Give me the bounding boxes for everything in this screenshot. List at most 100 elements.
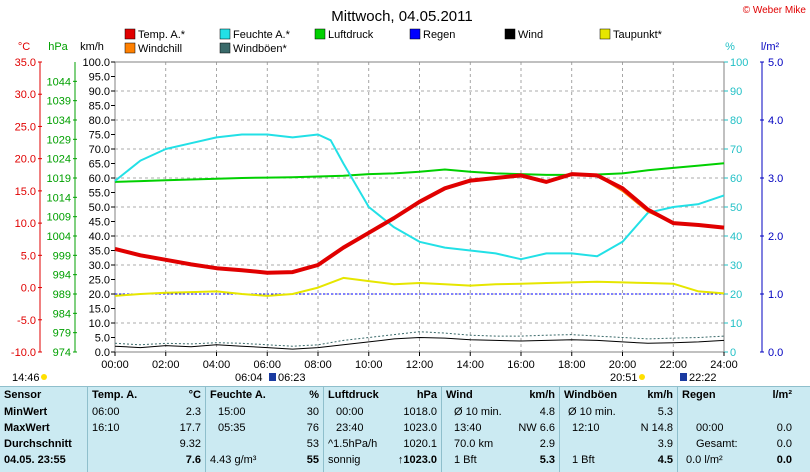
humidity_pct-tick-label: 70 xyxy=(730,144,742,156)
wind-max-value: NW 6.6 xyxy=(518,422,555,434)
rain_lm2-tick-label: 1.0 xyxy=(768,289,783,301)
rain-current-value: 0.0 xyxy=(776,454,792,466)
series-line-wind xyxy=(114,337,725,350)
pressure_hpa-tick-label: 979 xyxy=(53,328,71,340)
temp-avg-value: 9.32 xyxy=(179,438,201,450)
legend-label-7: Windböen* xyxy=(233,43,288,55)
stats-col-rain: Regen l/m² 00:00 0.0 Gesamt: 0.0 0.0 l/m² 0.… xyxy=(678,387,796,472)
stats-col-wind: Wind km/h Ø 10 min. 4.8 13:40 NW 6.6 70.0 k… xyxy=(442,387,560,472)
series-group xyxy=(114,133,725,350)
pressure_hpa-tick-label: 1029 xyxy=(47,134,71,146)
gusts-max-time: 12:10 xyxy=(572,422,600,434)
temp_c-tick-label: 25.0 xyxy=(15,121,36,133)
pressure-weather: sonnig xyxy=(328,454,361,466)
gusts-mean-value: 3.9 xyxy=(657,438,673,450)
rain-sum: 0.0 l/m² xyxy=(686,454,723,466)
temp-min-value: 2.3 xyxy=(185,406,201,418)
temp_c-tick-label: 30.0 xyxy=(15,89,36,101)
humidity-avg-value: 53 xyxy=(306,438,319,450)
sunrise-a-label: 06:04 xyxy=(235,372,263,384)
row-label-date: 04.05. 23:55 xyxy=(4,454,66,466)
rain_lm2-tick-label: 2.0 xyxy=(768,231,783,243)
wind_kmh-tick-label: 30.0 xyxy=(89,260,110,272)
legend-label-4: Wind xyxy=(518,29,543,41)
wind_kmh-tick-label: 95.0 xyxy=(89,72,110,84)
legend-label-0: Temp. A.* xyxy=(138,29,186,41)
x-tick-label: 18:00 xyxy=(558,359,586,371)
row-label-max: MaxWert xyxy=(4,422,50,434)
humidity-header: Feuchte A. xyxy=(210,389,266,401)
rain-total-value: 0.0 xyxy=(776,438,792,450)
temp-max-time: 16:10 xyxy=(92,422,120,434)
legend-swatch-5 xyxy=(599,28,611,40)
pressure-trend-label: ^1.5hPa/h xyxy=(328,438,378,450)
humidity_pct-tick-label: 60 xyxy=(730,173,742,185)
row-label-avg: Durchschnitt xyxy=(4,438,72,450)
stats-col-gusts: Windböen km/h Ø 10 min. 5.3 12:10 N 14.8 3.… xyxy=(560,387,678,472)
x-tick-label: 22:00 xyxy=(659,359,687,371)
wind_kmh-tick-label: 65.0 xyxy=(89,159,110,171)
wind-max-time: 13:40 xyxy=(454,422,482,434)
wind_kmh-tick-label: 45.0 xyxy=(89,217,110,229)
wind_kmh-tick-label: 80.0 xyxy=(89,115,110,127)
x-tick-label: 20:00 xyxy=(609,359,637,371)
gusts-unit: km/h xyxy=(647,389,673,401)
humidity-extra: 4.43 g/m³ xyxy=(210,454,257,466)
temp-min-time: 06:00 xyxy=(92,406,120,418)
stats-col-temp: Temp. A. °C 06:00 2.3 16:10 17.7 9.32 7.6 xyxy=(88,387,206,472)
x-tick-label: 06:00 xyxy=(253,359,281,371)
rain_lm2-tick-label: 4.0 xyxy=(768,115,783,127)
legend-label-5: Taupunkt* xyxy=(613,29,663,41)
legend-label-6: Windchill xyxy=(138,43,182,55)
series-line-luftdruck xyxy=(114,162,725,183)
pressure_hpa-tick-label: 1014 xyxy=(47,192,71,204)
gusts-current-value: 4.5 xyxy=(657,454,673,466)
pressure-max-value: 1023.0 xyxy=(403,422,437,434)
legend-label-3: Regen xyxy=(423,29,455,41)
rain-header: Regen xyxy=(682,389,716,401)
axes: -10.0 -5.0 0.0 5.0 10.0 15.0 20.0 25.0 30.0 35.0 9… xyxy=(11,57,783,371)
legend-swatch-6 xyxy=(124,42,136,54)
humidity-unit-label: % xyxy=(725,41,735,53)
rain_lm2-tick-label: 5.0 xyxy=(768,57,783,69)
stats-panel: Sensor MinWert MaxWert Durchschnitt 04.0… xyxy=(0,386,810,472)
legend: Temp. A.* Feuchte A.* Luftdruck Regen Wind Ta… xyxy=(124,28,663,55)
humidity_pct-tick-label: 10 xyxy=(730,318,742,330)
row-label-min: MinWert xyxy=(4,406,48,418)
wind_kmh-tick-label: 15.0 xyxy=(89,304,110,316)
humidity-current-value: 55 xyxy=(306,454,319,466)
legend-label-1: Feuchte A.* xyxy=(233,29,291,41)
wind_kmh-tick-label: 25.0 xyxy=(89,275,110,287)
series-line-tempa xyxy=(114,172,725,275)
rain-time: 00:00 xyxy=(696,422,724,434)
pressure_hpa-tick-label: 1044 xyxy=(47,76,71,88)
rain-time-value: 0.0 xyxy=(776,422,792,434)
legend-swatch-2 xyxy=(314,28,326,40)
pressure-current-value: ↑1023.0 xyxy=(397,454,437,466)
temp_c-tick-label: 35.0 xyxy=(15,57,36,69)
x-tick-label: 04:00 xyxy=(203,359,231,371)
gusts-avg-label: Ø 10 min. xyxy=(568,406,616,418)
pressure_hpa-tick-label: 1024 xyxy=(47,154,71,166)
humidity_pct-tick-label: 80 xyxy=(730,115,742,127)
wind_kmh-tick-label: 0.0 xyxy=(95,347,110,359)
series-line-feuchtea xyxy=(114,133,725,261)
gusts-header: Windböen xyxy=(564,389,618,401)
x-tick-label: 00:00 xyxy=(101,359,129,371)
wind_kmh-tick-label: 75.0 xyxy=(89,130,110,142)
pressure-trend-value: 1020.1 xyxy=(403,438,437,450)
copyright-text: © Weber Mike xyxy=(743,5,807,16)
wind-avg-value: 4.8 xyxy=(539,406,555,418)
wind-current-value: 5.3 xyxy=(539,454,555,466)
moon-dot-right xyxy=(639,374,645,380)
legend-swatch-1 xyxy=(219,28,231,40)
temp_c-tick-label: 0.0 xyxy=(21,283,36,295)
wind-unit: km/h xyxy=(529,389,555,401)
temp-max-value: 17.7 xyxy=(179,422,201,434)
legend-label-2: Luftdruck xyxy=(328,29,374,41)
humidity_pct-tick-label: 100 xyxy=(730,57,748,69)
chart-title: Mittwoch, 04.05.2011 xyxy=(331,8,472,25)
x-tick-label: 16:00 xyxy=(507,359,535,371)
gusts-max-value: N 14.8 xyxy=(640,422,673,434)
temp-header: Temp. A. xyxy=(92,389,138,401)
